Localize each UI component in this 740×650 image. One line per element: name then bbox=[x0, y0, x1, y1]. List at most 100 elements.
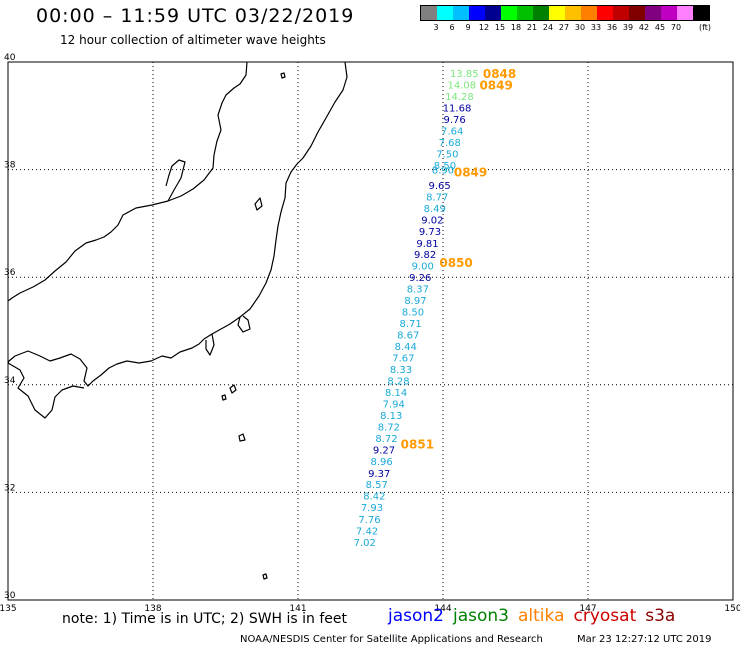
lon-tick-label: 141 bbox=[289, 604, 306, 614]
wave-height-value: 14.28 bbox=[445, 92, 474, 103]
legend-bin-label: 6 bbox=[449, 23, 455, 32]
wave-height-value: 7.50 bbox=[436, 150, 458, 161]
wave-height-value: 8.49 bbox=[424, 204, 446, 215]
coastline-shikoku bbox=[7, 362, 85, 419]
wave-height-value: 8.71 bbox=[399, 319, 421, 330]
legend-bin-label: 15 bbox=[494, 23, 506, 32]
map-subtitle: 12 hour collection of altimeter wave hei… bbox=[60, 33, 326, 47]
wave-height-value: 8.50 bbox=[402, 307, 424, 318]
wave-height-value: 7.42 bbox=[356, 526, 378, 537]
satellite-legend: jason2 jason3 altika cryosat s3a bbox=[388, 606, 684, 626]
wave-height-value: 9.02 bbox=[421, 215, 443, 226]
legend-swatch bbox=[629, 6, 645, 20]
legend-bin-label: 39 bbox=[622, 23, 634, 32]
lon-tick-label: 135 bbox=[0, 604, 17, 614]
wave-height-value: 9.00 bbox=[412, 261, 434, 272]
coastline-small-island-a bbox=[221, 394, 227, 401]
wave-height-value: 9.73 bbox=[419, 227, 441, 238]
footer-timestamp: Mar 23 12:27:12 UTC 2019 bbox=[577, 634, 712, 645]
wave-height-value: 8.33 bbox=[390, 365, 412, 376]
wave-height-value: 7.93 bbox=[361, 503, 383, 514]
legend-bin-label: 30 bbox=[574, 23, 586, 32]
lon-tick-label: 147 bbox=[579, 604, 596, 614]
wave-height-value: 8.96 bbox=[370, 457, 392, 468]
legend-swatch bbox=[677, 6, 693, 20]
lat-tick-label: 32 bbox=[4, 483, 15, 493]
satellite-cryosat: cryosat bbox=[573, 606, 637, 626]
wave-height-value: 7.76 bbox=[358, 515, 380, 526]
wave-height-value: 8.42 bbox=[363, 492, 385, 503]
wave-height-value: 11.68 bbox=[443, 103, 472, 114]
coastline-small-island-b bbox=[262, 573, 268, 580]
coastline-east-honshu bbox=[7, 61, 348, 387]
wave-height-value: 7.94 bbox=[383, 400, 405, 411]
legend-bin-label: 70 bbox=[670, 23, 682, 32]
legend-swatch bbox=[565, 6, 581, 20]
legend-swatch bbox=[485, 6, 501, 20]
wave-height-value: 9.65 bbox=[428, 181, 450, 192]
wave-height-value: 13.85 bbox=[450, 69, 479, 80]
satellite-jason2: jason2 bbox=[388, 606, 444, 626]
legend-bin-label: 3 bbox=[433, 23, 439, 32]
legend-swatch bbox=[645, 6, 661, 20]
wave-height-value: 7.64 bbox=[441, 127, 463, 138]
map-frame bbox=[7, 61, 734, 601]
footer-credit: NOAA/NESDIS Center for Satellite Applica… bbox=[240, 634, 543, 645]
lon-tick-label: 144 bbox=[434, 604, 451, 614]
legend-bin-label: 36 bbox=[606, 23, 618, 32]
wave-height-value: 8.77 bbox=[426, 193, 448, 204]
lon-tick-label: 150 bbox=[724, 604, 740, 614]
legend-swatch bbox=[597, 6, 613, 20]
legend-swatch bbox=[421, 6, 437, 20]
wave-height-value: 9.81 bbox=[416, 239, 438, 250]
wave-height-value: 9.37 bbox=[368, 469, 390, 480]
lon-tick-label: 138 bbox=[144, 604, 161, 614]
legend-bin-label: 42 bbox=[638, 23, 650, 32]
coastline-oshima-island bbox=[229, 384, 237, 394]
wave-height-value: 8.28 bbox=[387, 376, 409, 387]
time-label: 0851 bbox=[401, 438, 434, 452]
wave-height-value: 9.82 bbox=[414, 250, 436, 261]
satellite-s3a: s3a bbox=[645, 606, 676, 626]
lat-lon-grid: 135 138 141 144 147 150 40 38 36 34 32 30 bbox=[0, 53, 740, 614]
satellite-altika: altika bbox=[518, 606, 565, 626]
wave-height-value: 7.67 bbox=[392, 354, 414, 365]
wave-height-value: 8.13 bbox=[380, 411, 402, 422]
wave-height-value: 8.67 bbox=[397, 330, 419, 341]
lat-tick-label: 40 bbox=[4, 53, 16, 63]
lat-tick-label: 36 bbox=[4, 268, 16, 278]
coastline-noto bbox=[165, 159, 186, 202]
legend-bin-label: 9 bbox=[465, 23, 471, 32]
time-label: 0849 bbox=[454, 165, 487, 179]
wave-height-value: 8.50 bbox=[434, 161, 456, 172]
legend-swatch bbox=[581, 6, 597, 20]
wave-height-value: 8.97 bbox=[404, 296, 426, 307]
wave-height-value: 8.90 bbox=[432, 166, 454, 177]
legend-labels: 3 6 9 12 15 18 21 24 27 30 33 36 39 42 45 70 (ft) bbox=[420, 21, 712, 33]
legend-bin-label: 33 bbox=[590, 23, 602, 32]
coastline-boso bbox=[237, 315, 251, 333]
wave-height-value: 9.27 bbox=[373, 446, 395, 457]
observation-track: 13.8514.0814.2811.689.767.647.687.508.50… bbox=[354, 69, 479, 549]
wave-height-value: 7.68 bbox=[439, 138, 461, 149]
wave-height-value: 8.57 bbox=[366, 480, 388, 491]
legend-bin-label: 24 bbox=[542, 23, 554, 32]
wave-height-value: 8.72 bbox=[375, 434, 397, 445]
coastline-small-island-c bbox=[280, 72, 286, 79]
coastline-hachijo-island bbox=[238, 433, 246, 442]
wave-height-value: 9.26 bbox=[409, 273, 431, 284]
legend-swatch bbox=[533, 6, 549, 20]
legend-swatch bbox=[613, 6, 629, 20]
legend-swatch bbox=[517, 6, 533, 20]
legend-unit: (ft) bbox=[698, 23, 712, 32]
wave-height-legend: 3 6 9 12 15 18 21 24 27 30 33 36 39 42 45 70 (ft) bbox=[420, 5, 712, 33]
legend-swatch bbox=[693, 6, 709, 20]
legend-bin-label: 45 bbox=[654, 23, 666, 32]
legend-bin-label: 27 bbox=[558, 23, 570, 32]
lat-tick-label: 38 bbox=[4, 161, 16, 171]
wave-height-value: 8.72 bbox=[378, 422, 400, 433]
legend-bin-label: 18 bbox=[510, 23, 522, 32]
wave-height-value: 14.08 bbox=[448, 81, 477, 92]
